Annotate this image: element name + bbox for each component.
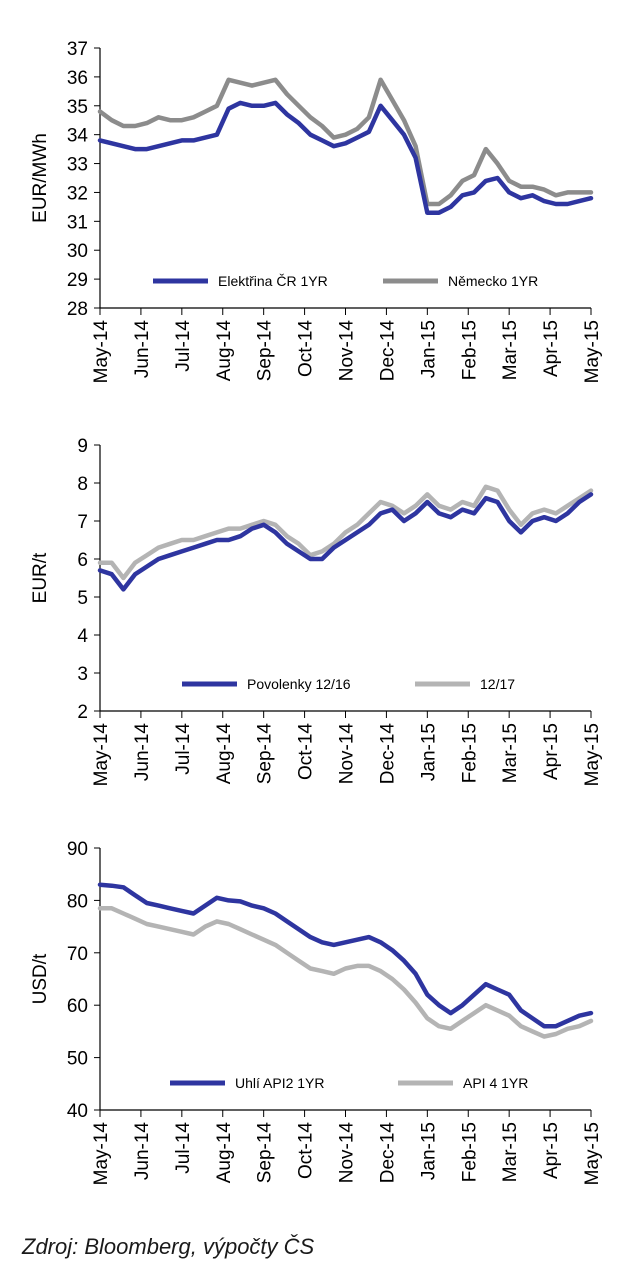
x-tick-label: Dec-14 bbox=[377, 1122, 398, 1184]
series-line-2 bbox=[97, 77, 594, 207]
x-tick-label: Sep-14 bbox=[255, 320, 276, 382]
y-tick-label: 3 bbox=[77, 664, 88, 685]
x-tick-label: Dec-14 bbox=[377, 320, 398, 382]
y-tick-label: 40 bbox=[67, 1101, 88, 1122]
y-tick-label: 30 bbox=[67, 241, 88, 262]
source-note: Zdroj: Bloomberg, výpočty ČS bbox=[22, 1234, 315, 1259]
x-tick-label: Jun-14 bbox=[132, 1122, 153, 1181]
y-tick-label: 33 bbox=[67, 155, 88, 176]
y-tick-label: 50 bbox=[67, 1049, 88, 1070]
x-tick-label: Feb-15 bbox=[459, 320, 480, 380]
y-tick-label: 9 bbox=[77, 436, 88, 457]
legend-label: Německo 1YR bbox=[448, 273, 538, 289]
y-tick-label: 35 bbox=[67, 97, 88, 118]
x-tick-label: Nov-14 bbox=[337, 1122, 358, 1184]
x-tick-label: Sep-14 bbox=[255, 1122, 276, 1184]
x-tick-label: Jul-14 bbox=[173, 320, 194, 372]
x-tick-label: Aug-14 bbox=[214, 1122, 235, 1184]
y-tick-label: 36 bbox=[67, 68, 88, 89]
x-tick-label: Dec-14 bbox=[377, 723, 398, 785]
y-tick-label: 60 bbox=[67, 996, 88, 1017]
x-tick-label: Apr-15 bbox=[541, 723, 562, 780]
x-tick-label: Jun-14 bbox=[132, 320, 153, 379]
x-tick-label: Jul-14 bbox=[173, 723, 194, 775]
x-tick-label: Oct-14 bbox=[296, 320, 317, 377]
x-tick-label: Feb-15 bbox=[459, 723, 480, 783]
x-tick-label: Apr-15 bbox=[541, 1122, 562, 1179]
legend-label: Povolenky 12/16 bbox=[247, 676, 351, 692]
x-tick-label: Aug-14 bbox=[214, 320, 235, 382]
legend-label: API 4 1YR bbox=[463, 1075, 528, 1091]
y-axis-title: EUR/MWh bbox=[30, 133, 51, 223]
x-tick-label: May-15 bbox=[582, 723, 603, 786]
series-line-1 bbox=[97, 100, 594, 215]
y-tick-label: 32 bbox=[67, 183, 88, 204]
x-tick-label: Oct-14 bbox=[296, 1122, 317, 1179]
y-axis-title: USD/t bbox=[30, 953, 51, 1004]
y-tick-label: 80 bbox=[67, 891, 88, 912]
x-tick-label: May-15 bbox=[582, 320, 603, 383]
legend-label: 12/17 bbox=[480, 676, 515, 692]
legend-label: Uhlí API2 1YR bbox=[235, 1075, 325, 1091]
y-tick-label: 90 bbox=[67, 839, 88, 860]
y-tick-label: 70 bbox=[67, 944, 88, 965]
x-tick-label: Nov-14 bbox=[337, 320, 358, 382]
y-tick-label: 5 bbox=[77, 588, 88, 609]
series-line-2 bbox=[97, 906, 594, 1039]
x-tick-label: Mar-15 bbox=[500, 320, 521, 380]
x-tick-label: Jan-15 bbox=[418, 723, 439, 781]
y-tick-label: 4 bbox=[77, 626, 88, 647]
y-tick-label: 7 bbox=[77, 512, 88, 533]
x-tick-label: Jan-15 bbox=[418, 320, 439, 378]
y-tick-label: 29 bbox=[67, 270, 88, 291]
legend-label: Elektřina ČR 1YR bbox=[218, 273, 328, 289]
y-axis-title: EUR/t bbox=[30, 552, 51, 603]
x-tick-label: May-14 bbox=[91, 723, 112, 787]
x-tick-label: Mar-15 bbox=[500, 1122, 521, 1182]
x-tick-label: Nov-14 bbox=[337, 723, 358, 785]
y-tick-label: 8 bbox=[77, 474, 88, 495]
x-tick-label: May-15 bbox=[582, 1122, 603, 1185]
x-tick-label: Jan-15 bbox=[418, 1122, 439, 1180]
x-tick-label: Mar-15 bbox=[500, 723, 521, 783]
y-tick-label: 28 bbox=[67, 299, 88, 320]
x-tick-label: May-14 bbox=[91, 1122, 112, 1186]
series-line-1 bbox=[97, 882, 594, 1029]
x-tick-label: Apr-15 bbox=[541, 320, 562, 377]
y-tick-label: 31 bbox=[67, 212, 88, 233]
x-tick-label: May-14 bbox=[91, 320, 112, 384]
x-tick-label: Jun-14 bbox=[132, 723, 153, 782]
series-line-1 bbox=[97, 492, 594, 592]
x-tick-label: Aug-14 bbox=[214, 723, 235, 785]
x-tick-label: Sep-14 bbox=[255, 723, 276, 785]
series-line-2 bbox=[97, 484, 594, 581]
x-tick-label: Feb-15 bbox=[459, 1122, 480, 1182]
x-tick-label: Jul-14 bbox=[173, 1122, 194, 1174]
y-tick-label: 34 bbox=[67, 126, 89, 147]
y-tick-label: 37 bbox=[67, 39, 88, 60]
x-tick-label: Oct-14 bbox=[296, 723, 317, 780]
y-tick-label: 2 bbox=[77, 702, 88, 723]
y-tick-label: 6 bbox=[77, 550, 88, 571]
